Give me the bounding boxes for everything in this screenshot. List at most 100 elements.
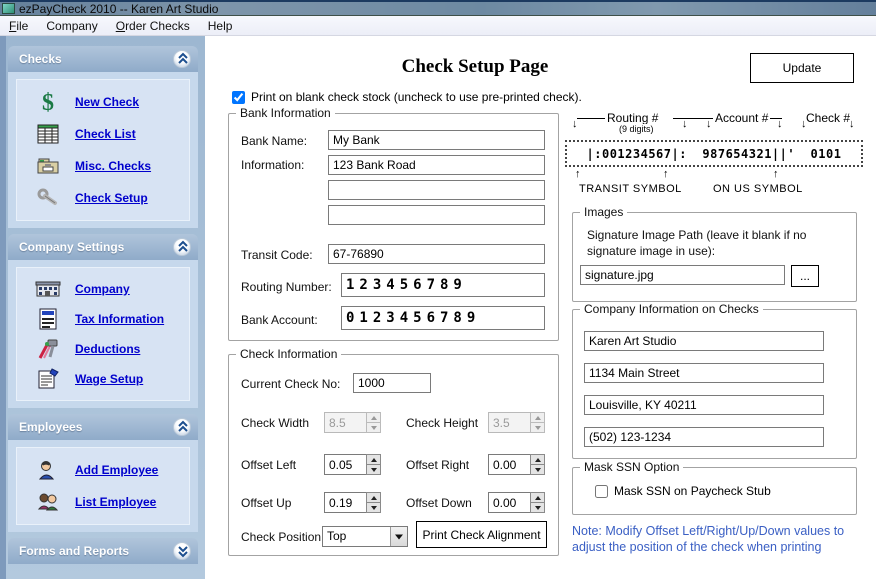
spin-down-button [530,423,545,433]
offset-note: Note: Modify Offset Left/Right/Up/Down v… [572,524,845,554]
check-information-title: Check Information [236,347,342,361]
collapse-button[interactable] [173,50,191,68]
bank-name-label: Bank Name: [241,134,308,148]
new-check-link[interactable]: New Check [75,95,140,109]
sidebar-panel-company-settings: Company Settings Company [8,234,198,408]
offset-left-value[interactable] [324,454,366,475]
menu-bar: File Company Order Checks Help [0,16,876,36]
panel-header-company-settings: Company Settings [8,234,198,260]
check-pointer-label: Check # [804,111,853,125]
menu-company[interactable]: Company [46,18,98,33]
check-setup-page: Check Setup Page Update Print on blank c… [205,36,876,579]
up-arrow-icon: ↑ [663,168,669,180]
window-title: ezPayCheck 2010 -- Karen Art Studio [19,1,219,16]
check-position-dropdown[interactable]: Top [322,526,408,547]
images-title: Images [580,205,628,219]
spin-up-button[interactable] [530,454,545,465]
chevron-down-icon [178,546,188,558]
update-button[interactable]: Update [750,53,854,83]
mask-ssn-checkbox-row: Mask SSN on Paycheck Stub [595,484,771,498]
check-height-label: Check Height [406,416,479,430]
collapse-button[interactable] [173,238,191,256]
down-arrow-icon: ↓ [682,118,688,130]
spin-down-button[interactable] [530,503,545,513]
offset-up-spinner[interactable] [324,492,381,513]
deductions-link[interactable]: Deductions [75,342,141,356]
tax-information-link[interactable]: Tax Information [75,312,165,326]
offset-right-value[interactable] [488,454,530,475]
routing-number-input[interactable] [341,273,545,297]
misc-checks-link[interactable]: Misc. Checks [75,159,152,173]
bank-account-label: Bank Account: [241,313,318,327]
bank-info-line3-input[interactable] [328,205,545,225]
spin-down-button[interactable] [366,503,381,513]
chevron-up-icon [178,240,188,252]
panel-title: Employees [19,420,83,434]
panel-title: Company Settings [19,240,125,254]
micr-sample-diagram: Routing # (9 digits) ↓ ↓ Account # ↓ ↓ C… [565,110,865,202]
company-phone-input[interactable] [584,427,824,447]
collapse-button[interactable] [173,418,191,436]
transit-code-input[interactable] [328,244,545,264]
routing-digits-label: (9 digits) [617,124,656,134]
company-city-input[interactable] [584,395,824,415]
offset-right-spinner[interactable] [488,454,545,475]
blank-stock-checkbox[interactable] [232,90,245,104]
bank-account-input[interactable] [341,306,545,330]
check-height-value [488,412,530,433]
routing-pointer-label: Routing # [605,111,661,125]
offset-down-value[interactable] [488,492,530,513]
print-check-alignment-button[interactable]: Print Check Alignment [416,521,547,548]
menu-file[interactable]: File [9,18,29,33]
signature-path-input[interactable] [580,265,785,285]
spin-down-button[interactable] [366,465,381,475]
company-info-title: Company Information on Checks [580,302,763,316]
check-setup-link[interactable]: Check Setup [75,191,148,205]
current-check-no-input[interactable] [353,373,431,393]
company-street-input[interactable] [584,363,824,383]
bank-info-line2-input[interactable] [328,180,545,200]
company-link[interactable]: Company [75,282,130,296]
spin-up-button[interactable] [366,492,381,503]
spin-down-button[interactable] [530,465,545,475]
sidebar-item-list-employee: List Employee [17,486,189,518]
company-info-groupbox: Company Information on Checks [572,302,857,459]
spin-up-button[interactable] [366,454,381,465]
offset-left-spinner[interactable] [324,454,381,475]
transit-symbol-label: TRANSIT SYMBOL [579,183,682,195]
mask-ssn-checkbox[interactable] [595,484,608,498]
down-arrow-icon: ↓ [777,118,783,130]
dropdown-arrow-icon[interactable] [390,527,407,546]
mask-ssn-groupbox: Mask SSN Option Mask SSN on Paycheck Stu… [572,460,857,515]
check-height-spinner [488,412,545,433]
bank-name-input[interactable] [328,130,545,150]
wage-setup-link[interactable]: Wage Setup [75,372,144,386]
sidebar-item-wage-setup: Wage Setup [17,364,189,394]
browse-button[interactable]: ... [791,265,819,287]
chevron-up-icon [178,420,188,432]
check-width-value [324,412,366,433]
panel-title: Checks [19,52,62,66]
sidebar-item-add-employee: Add Employee [17,454,189,486]
sidebar-panel-employees: Employees Add Employee [8,414,198,532]
person-icon [33,458,63,482]
list-employee-link[interactable]: List Employee [75,495,157,509]
expand-button[interactable] [173,542,191,560]
menu-help[interactable]: Help [207,18,233,33]
company-name-input[interactable] [584,331,824,351]
offset-up-label: Offset Up [241,496,292,510]
sidebar-item-check-list: Check List [17,118,189,150]
add-employee-link[interactable]: Add Employee [75,463,159,477]
bank-info-line1-input[interactable] [328,155,545,175]
spin-down-button [366,423,381,433]
sidebar-item-tax-information: Tax Information [17,304,189,334]
sidebar-item-deductions: Deductions [17,334,189,364]
spin-up-button[interactable] [530,492,545,503]
check-list-link[interactable]: Check List [75,127,136,141]
account-pointer-label: Account # [713,111,771,125]
offset-up-value[interactable] [324,492,366,513]
bank-information-groupbox: Bank Information Bank Name: Information:… [228,106,559,341]
menu-order-checks[interactable]: Order Checks [115,18,190,33]
sidebar-panel-forms-reports: Forms and Reports [8,538,198,564]
offset-down-spinner[interactable] [488,492,545,513]
